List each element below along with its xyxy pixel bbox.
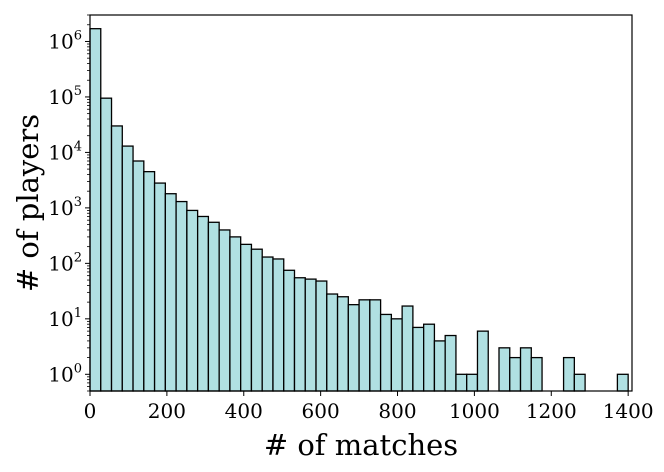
histogram-bar (379, 313, 393, 392)
y-tick-label: 105 (48, 84, 82, 109)
histogram-bar (218, 229, 231, 392)
histogram-bar (369, 299, 382, 392)
x-tick-label: 1400 (603, 399, 654, 423)
y-tick-label: 100 (48, 361, 82, 386)
histogram-bar (466, 373, 479, 392)
histogram-bar (293, 277, 306, 392)
histogram-bar (519, 347, 532, 392)
histogram-bar (423, 323, 436, 392)
x-tick-label: 400 (225, 399, 263, 423)
histogram-bar (444, 334, 457, 392)
histogram-bar (530, 356, 543, 392)
histogram-bar (207, 221, 220, 392)
histogram-bar (229, 236, 242, 392)
histogram-bar (304, 278, 317, 392)
histogram-bar (476, 330, 489, 392)
histogram-bar (121, 145, 134, 392)
histogram-bar (433, 340, 446, 392)
histogram-bar (509, 356, 522, 392)
x-tick-label: 600 (302, 399, 340, 423)
x-axis-title: # of matches (264, 428, 458, 462)
histogram-bar (261, 256, 274, 392)
histogram-bar (153, 182, 166, 392)
x-tick-label: 800 (378, 399, 416, 423)
histogram-bar (326, 293, 339, 392)
histogram-bar (283, 269, 296, 392)
histogram-bar (110, 125, 123, 392)
histogram-bar (186, 209, 199, 392)
histogram-bar (412, 326, 425, 392)
histogram-bar (573, 373, 586, 392)
histogram-bar (347, 304, 360, 392)
histogram-bar (401, 305, 414, 392)
plot-frame (89, 14, 633, 392)
x-tick-label: 1000 (449, 399, 500, 423)
x-tick-label: 1200 (526, 399, 577, 423)
histogram-bar (498, 347, 511, 392)
y-tick-label: 106 (48, 28, 82, 53)
histogram-bar (175, 200, 188, 392)
bars-layer (89, 28, 629, 392)
histogram-bar (358, 299, 371, 392)
histogram-bar (250, 248, 263, 392)
histogram-bar (164, 193, 177, 392)
histogram-bar (132, 160, 145, 392)
histogram-bar (455, 373, 468, 392)
x-tick-label: 200 (148, 399, 186, 423)
histogram-bar (272, 258, 285, 392)
histogram-bar (143, 170, 156, 392)
y-tick-label: 102 (48, 250, 82, 275)
y-axis-title: # of players (11, 114, 45, 292)
histogram-bar (390, 318, 403, 392)
histogram-bar (240, 243, 253, 392)
histogram-bar (89, 28, 102, 392)
histogram-bar (616, 373, 629, 392)
histogram-bar (562, 356, 575, 392)
histogram-bar (100, 97, 113, 392)
y-tick-label: 103 (48, 195, 82, 220)
y-tick-label: 101 (48, 306, 82, 331)
histogram-bar (336, 296, 349, 392)
histogram-bar (196, 215, 210, 392)
x-tick-label: 0 (84, 399, 97, 423)
y-tick-label: 104 (48, 139, 82, 164)
ticks-layer: 0 200 400 600 800 1000 1200 1400 100 101 102 103 104… (48, 14, 654, 423)
histogram-bar (315, 280, 328, 392)
